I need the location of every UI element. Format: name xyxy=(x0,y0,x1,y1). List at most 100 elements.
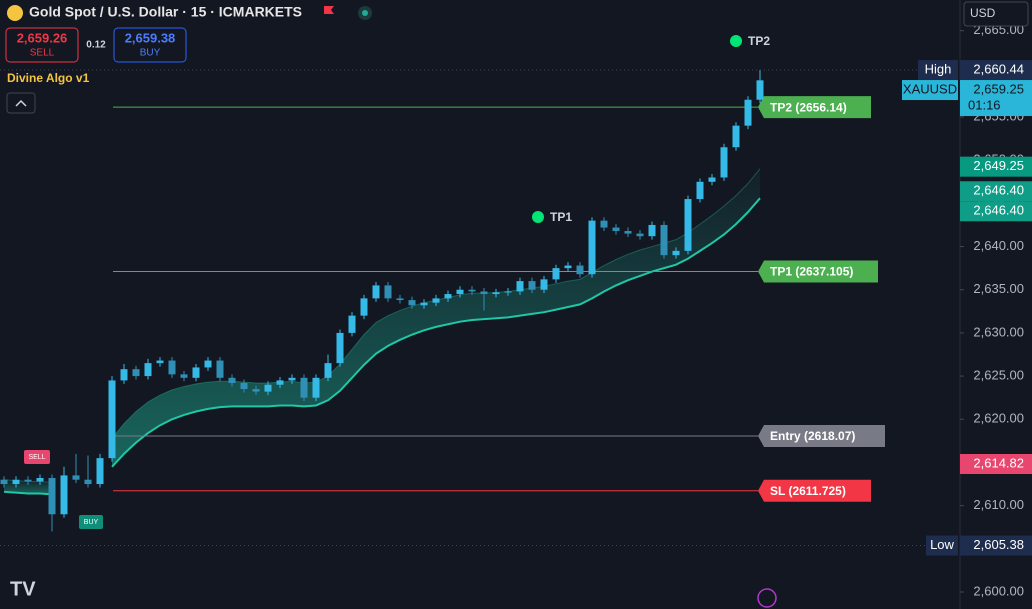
candle-body xyxy=(24,479,32,482)
indicator-name: Divine Algo v1 xyxy=(7,71,90,85)
candle-body xyxy=(468,289,476,292)
candle-body xyxy=(684,199,692,251)
flag-icon xyxy=(324,6,334,14)
y-tick-label: 2,600.00 xyxy=(973,583,1024,598)
buy-label[interactable]: BUY xyxy=(140,48,161,59)
candle-body xyxy=(288,377,296,381)
candle-body xyxy=(324,363,332,378)
candle-body xyxy=(708,177,716,182)
candle-body xyxy=(348,315,356,333)
symbol-title: Gold Spot / U.S. Dollar · 15 · ICMARKETS xyxy=(29,4,302,20)
badge-name-box xyxy=(926,535,958,556)
candle-body xyxy=(228,377,236,383)
sell-box[interactable] xyxy=(5,27,79,63)
badge-name: Low xyxy=(930,537,954,552)
price-badge: 2,614.82 xyxy=(960,454,1032,475)
candle-body xyxy=(504,291,512,293)
candle-body xyxy=(12,479,20,485)
badge-value: 2,646.40 xyxy=(973,203,1024,218)
badge-name-box xyxy=(918,60,958,81)
candle-body xyxy=(576,265,584,275)
candle-body xyxy=(408,300,416,306)
badge-name: XAUUSD xyxy=(903,81,957,96)
y-tick-label: 2,640.00 xyxy=(973,238,1024,253)
candle-body xyxy=(636,233,644,237)
badge-box xyxy=(960,454,1032,475)
collapse-button[interactable] xyxy=(6,92,36,114)
sell-signal: SELL xyxy=(28,454,45,461)
candle-body xyxy=(720,147,728,178)
candle-body xyxy=(492,292,500,295)
tp2-dot xyxy=(730,35,742,47)
candle-body xyxy=(156,360,164,364)
candle-body xyxy=(540,279,548,290)
level-label: SL (2611.725) xyxy=(770,484,846,498)
candle-body xyxy=(168,360,176,375)
candle-body xyxy=(252,389,260,392)
candle-body xyxy=(612,227,620,232)
candle-body xyxy=(444,294,452,299)
price-badge: 2,605.38 Low xyxy=(926,535,1032,556)
collapse-icon[interactable] xyxy=(15,99,27,107)
tp2-marker: TP2 xyxy=(748,34,770,48)
candle-body xyxy=(276,380,284,385)
price-badge: 2,646.40 xyxy=(960,201,1032,222)
level-tag xyxy=(758,424,885,447)
price-badge: 2,649.25 xyxy=(960,156,1032,177)
badge-value: 2,649.25 xyxy=(973,158,1024,173)
candle-body xyxy=(132,369,140,377)
candle-body xyxy=(600,220,608,228)
level-tag xyxy=(758,96,871,119)
level-tag xyxy=(758,479,871,502)
badge-name-box xyxy=(902,80,958,101)
badge-box xyxy=(960,181,1032,202)
badge-value: 2,605.38 xyxy=(973,537,1024,552)
candle-body xyxy=(660,224,668,256)
sell-signal-box xyxy=(24,450,50,464)
candle-body xyxy=(192,367,200,378)
candle-body xyxy=(144,363,152,377)
collapse-box[interactable] xyxy=(6,92,36,114)
buy-price[interactable]: 2,659.38 xyxy=(125,30,176,45)
badge-countdown: 01:16 xyxy=(968,97,1001,112)
candle-body xyxy=(360,298,368,316)
candle-body xyxy=(588,220,596,275)
badge-box xyxy=(960,80,1032,117)
currency-box[interactable] xyxy=(963,1,1029,27)
badge-value: 2,659.25 xyxy=(973,81,1024,96)
candle-body xyxy=(456,289,464,295)
logo: TV xyxy=(10,578,36,600)
candle-body xyxy=(48,477,56,515)
currency-select[interactable]: USD xyxy=(963,1,1029,27)
candle-body xyxy=(384,285,392,299)
price-badge: 2,646.40 xyxy=(960,181,1032,202)
alert-icon[interactable] xyxy=(757,588,777,608)
candle-body xyxy=(648,224,656,237)
candle-body xyxy=(36,477,44,482)
sell-price[interactable]: 2,659.26 xyxy=(17,30,68,45)
y-tick-label: 2,620.00 xyxy=(973,411,1024,426)
candle-body xyxy=(732,125,740,148)
buy-box[interactable] xyxy=(113,27,187,63)
badge-box xyxy=(960,60,1032,81)
currency[interactable]: USD xyxy=(970,6,996,20)
candle-body xyxy=(204,360,212,368)
candle-body xyxy=(312,377,320,398)
candle-body xyxy=(336,332,344,364)
candle-body xyxy=(480,291,488,295)
candle-body xyxy=(528,281,536,290)
candle-body xyxy=(180,374,188,378)
sell-button[interactable]: 2,659.26 SELL xyxy=(5,27,79,63)
candle-body xyxy=(516,281,524,292)
y-tick-label: 2,630.00 xyxy=(973,324,1024,339)
badge-box xyxy=(960,535,1032,556)
buy-button[interactable]: 2,659.38 BUY xyxy=(113,27,187,63)
candle-body xyxy=(396,298,404,301)
badge-value: 2,660.44 xyxy=(973,61,1024,76)
candle-body xyxy=(552,268,560,280)
sell-label[interactable]: SELL xyxy=(30,48,55,59)
candle-body xyxy=(0,479,8,485)
candle-body xyxy=(72,475,80,480)
